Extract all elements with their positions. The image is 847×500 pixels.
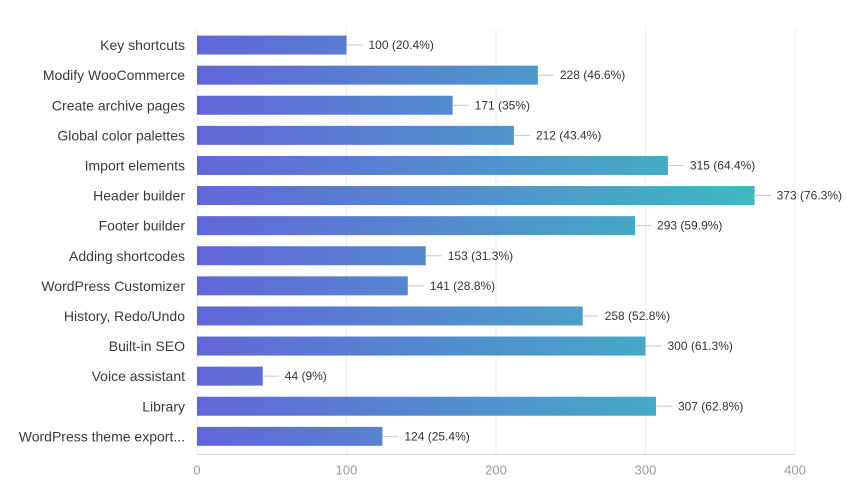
category-label: Key shortcuts (100, 37, 185, 53)
x-tick-label: 400 (784, 462, 806, 477)
category-label: Built-in SEO (109, 338, 185, 354)
category-label: Header builder (93, 188, 185, 204)
value-label: 100 (20.4%) (369, 38, 434, 52)
value-labels: 100 (20.4%) 228 (46.6%) 171 (35%) 212 (43.4… (262, 38, 842, 443)
category-label: WordPress theme export... (19, 428, 185, 444)
category-labels: Key shortcuts Modify WooCommerce Create ar… (19, 37, 186, 444)
bar (197, 366, 263, 386)
value-label: 307 (62.8%) (678, 399, 743, 413)
bars (197, 35, 755, 446)
bar (197, 336, 646, 356)
bar (197, 125, 514, 145)
value-label: 44 (9%) (285, 369, 327, 383)
category-label: Voice assistant (92, 368, 185, 384)
bar (197, 426, 383, 446)
value-label: 300 (61.3%) (668, 339, 733, 353)
value-label: 315 (64.4%) (690, 158, 755, 172)
bar (197, 155, 668, 175)
value-label: 212 (43.4%) (536, 128, 601, 142)
category-label: Adding shortcodes (69, 248, 185, 264)
category-label: Create archive pages (52, 97, 185, 113)
bar (197, 246, 426, 266)
bar (197, 186, 755, 206)
bar (197, 276, 408, 296)
bar (197, 35, 347, 55)
bar (197, 216, 636, 236)
bar (197, 306, 583, 326)
value-label: 171 (35%) (475, 98, 530, 112)
x-tick-label: 300 (635, 462, 657, 477)
value-label: 293 (59.9%) (657, 219, 722, 233)
x-axis-ticks: 0 100 200 300 400 (193, 462, 805, 477)
category-label: Import elements (85, 157, 185, 173)
category-label: Footer builder (99, 218, 186, 234)
category-label: Modify WooCommerce (43, 67, 185, 83)
bar (197, 396, 656, 416)
bar (197, 65, 538, 85)
category-label: Library (142, 398, 185, 414)
value-label: 141 (28.8%) (430, 279, 495, 293)
value-label: 153 (31.3%) (448, 249, 513, 263)
category-label: WordPress Customizer (41, 278, 185, 294)
category-label: History, Redo/Undo (64, 308, 185, 324)
x-tick-label: 200 (485, 462, 507, 477)
x-tick-label: 0 (193, 462, 200, 477)
value-label: 124 (25.4%) (404, 429, 469, 443)
bar (197, 95, 453, 115)
category-label: Global color palettes (57, 127, 185, 143)
x-tick-label: 100 (336, 462, 358, 477)
value-label: 228 (46.6%) (560, 68, 625, 82)
value-label: 373 (76.3%) (777, 189, 842, 203)
grid (196, 28, 796, 455)
value-label: 258 (52.8%) (605, 309, 670, 323)
